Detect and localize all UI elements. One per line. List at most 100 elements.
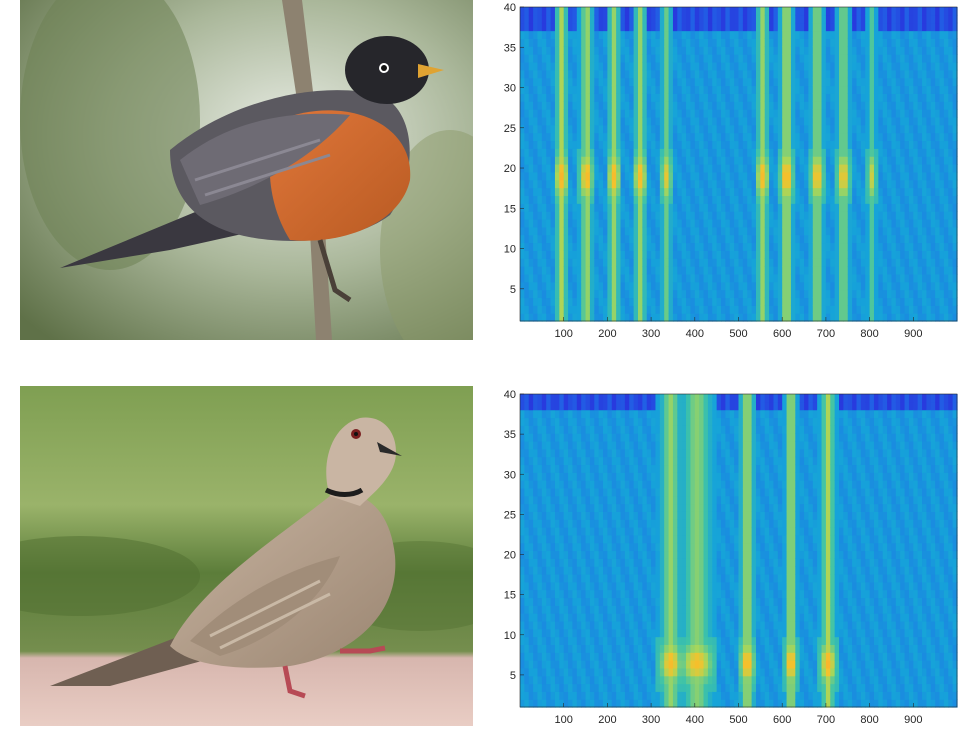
spectrogram-cell <box>839 195 844 203</box>
spectrogram-cell <box>577 219 582 227</box>
spectrogram-cell <box>839 31 844 39</box>
spectrogram-cell <box>529 582 534 590</box>
spectrogram-cell <box>520 527 525 535</box>
spectrogram-cell <box>564 457 569 465</box>
spectrogram-cell <box>926 93 931 101</box>
spectrogram-cell <box>725 31 730 39</box>
spectrogram-cell <box>599 496 604 504</box>
spectrogram-cell <box>581 684 586 692</box>
spectrogram-cell <box>826 172 831 180</box>
spectrogram-cell <box>708 290 713 298</box>
spectrogram-cell <box>839 78 844 86</box>
spectrogram-cell <box>524 305 529 313</box>
spectrogram-cell <box>616 305 621 313</box>
spectrogram-cell <box>594 613 599 621</box>
spectrogram-cell <box>769 180 774 188</box>
spectrogram-cell <box>572 410 577 418</box>
spectrogram-cell <box>577 235 582 243</box>
spectrogram-cell <box>782 305 787 313</box>
spectrogram-cell <box>695 188 700 196</box>
spectrogram-cell <box>708 70 713 78</box>
spectrogram-cell <box>918 54 923 62</box>
spectrogram-cell <box>542 582 547 590</box>
spectrogram-cell <box>926 172 931 180</box>
spectrogram-cell <box>546 7 551 15</box>
spectrogram-cell <box>599 243 604 251</box>
spectrogram-cell <box>572 15 577 23</box>
spectrogram-cell <box>581 504 586 512</box>
spectrogram-cell <box>704 227 709 235</box>
spectrogram-cell <box>817 46 822 54</box>
spectrogram-cell <box>830 15 835 23</box>
spectrogram-cell <box>651 188 656 196</box>
spectrogram-cell <box>537 605 542 613</box>
spectrogram-cell <box>856 140 861 148</box>
spectrogram-cell <box>572 660 577 668</box>
spectrogram-cell <box>551 433 556 441</box>
spectrogram-cell <box>725 219 730 227</box>
spectrogram-cell <box>655 31 660 39</box>
spectrogram-cell <box>743 266 748 274</box>
spectrogram-cell <box>555 274 560 282</box>
spectrogram-cell <box>835 305 840 313</box>
spectrogram-cell <box>568 535 573 543</box>
spectrogram-cell <box>599 558 604 566</box>
spectrogram-cell <box>551 644 556 652</box>
spectrogram-cell <box>800 305 805 313</box>
spectrogram-cell <box>835 266 840 274</box>
spectrogram-cell <box>839 62 844 70</box>
spectrogram-cell <box>918 31 923 39</box>
spectrogram-cell <box>791 156 796 164</box>
spectrogram-cell <box>599 449 604 457</box>
spectrogram-cell <box>760 164 765 172</box>
spectrogram-cell <box>537 433 542 441</box>
spectrogram-cell <box>752 235 757 243</box>
spectrogram-cell <box>669 211 674 219</box>
spectrogram-cell <box>546 660 551 668</box>
spectrogram-cell <box>564 62 569 70</box>
spectrogram-cell <box>695 38 700 46</box>
spectrogram-cell <box>677 274 682 282</box>
spectrogram-cell <box>603 250 608 258</box>
spectrogram-cell <box>747 93 752 101</box>
spectrogram-cell <box>546 629 551 637</box>
spectrogram-cell <box>848 78 853 86</box>
spectrogram-cell <box>791 46 796 54</box>
spectrogram-cell <box>546 117 551 125</box>
spectrogram-cell <box>537 551 542 559</box>
spectrogram-cell <box>634 219 639 227</box>
spectrogram-cell <box>660 243 665 251</box>
spectrogram-cell <box>551 172 556 180</box>
spectrogram-cell <box>568 172 573 180</box>
spectrogram-cell <box>734 62 739 70</box>
spectrogram-cell <box>625 313 630 321</box>
spectrogram-cell <box>612 7 617 15</box>
spectrogram-cell <box>695 195 700 203</box>
spectrogram-cell <box>564 605 569 613</box>
spectrogram-cell <box>559 188 564 196</box>
spectrogram-cell <box>874 117 879 125</box>
spectrogram-cell <box>804 274 809 282</box>
dove-photo <box>20 386 473 726</box>
spectrogram-cell <box>686 266 691 274</box>
spectrogram-cell <box>896 101 901 109</box>
spectrogram-cell <box>581 203 586 211</box>
spectrogram-cell <box>787 274 792 282</box>
spectrogram-cell <box>559 684 564 692</box>
spectrogram-cell <box>913 31 918 39</box>
spectrogram-cell <box>572 86 577 94</box>
spectrogram-cell <box>870 125 875 133</box>
spectrogram-cell <box>590 605 595 613</box>
spectrogram-cell <box>520 644 525 652</box>
spectrogram-cell <box>839 266 844 274</box>
spectrogram-cell <box>537 613 542 621</box>
spectrogram-cell <box>533 172 538 180</box>
spectrogram-cell <box>607 684 612 692</box>
spectrogram-cell <box>673 250 678 258</box>
spectrogram-cell <box>721 62 726 70</box>
spectrogram-cell <box>599 472 604 480</box>
spectrogram-cell <box>603 290 608 298</box>
spectrogram-cell <box>931 93 936 101</box>
spectrogram-cell <box>537 313 542 321</box>
spectrogram-cell <box>856 227 861 235</box>
